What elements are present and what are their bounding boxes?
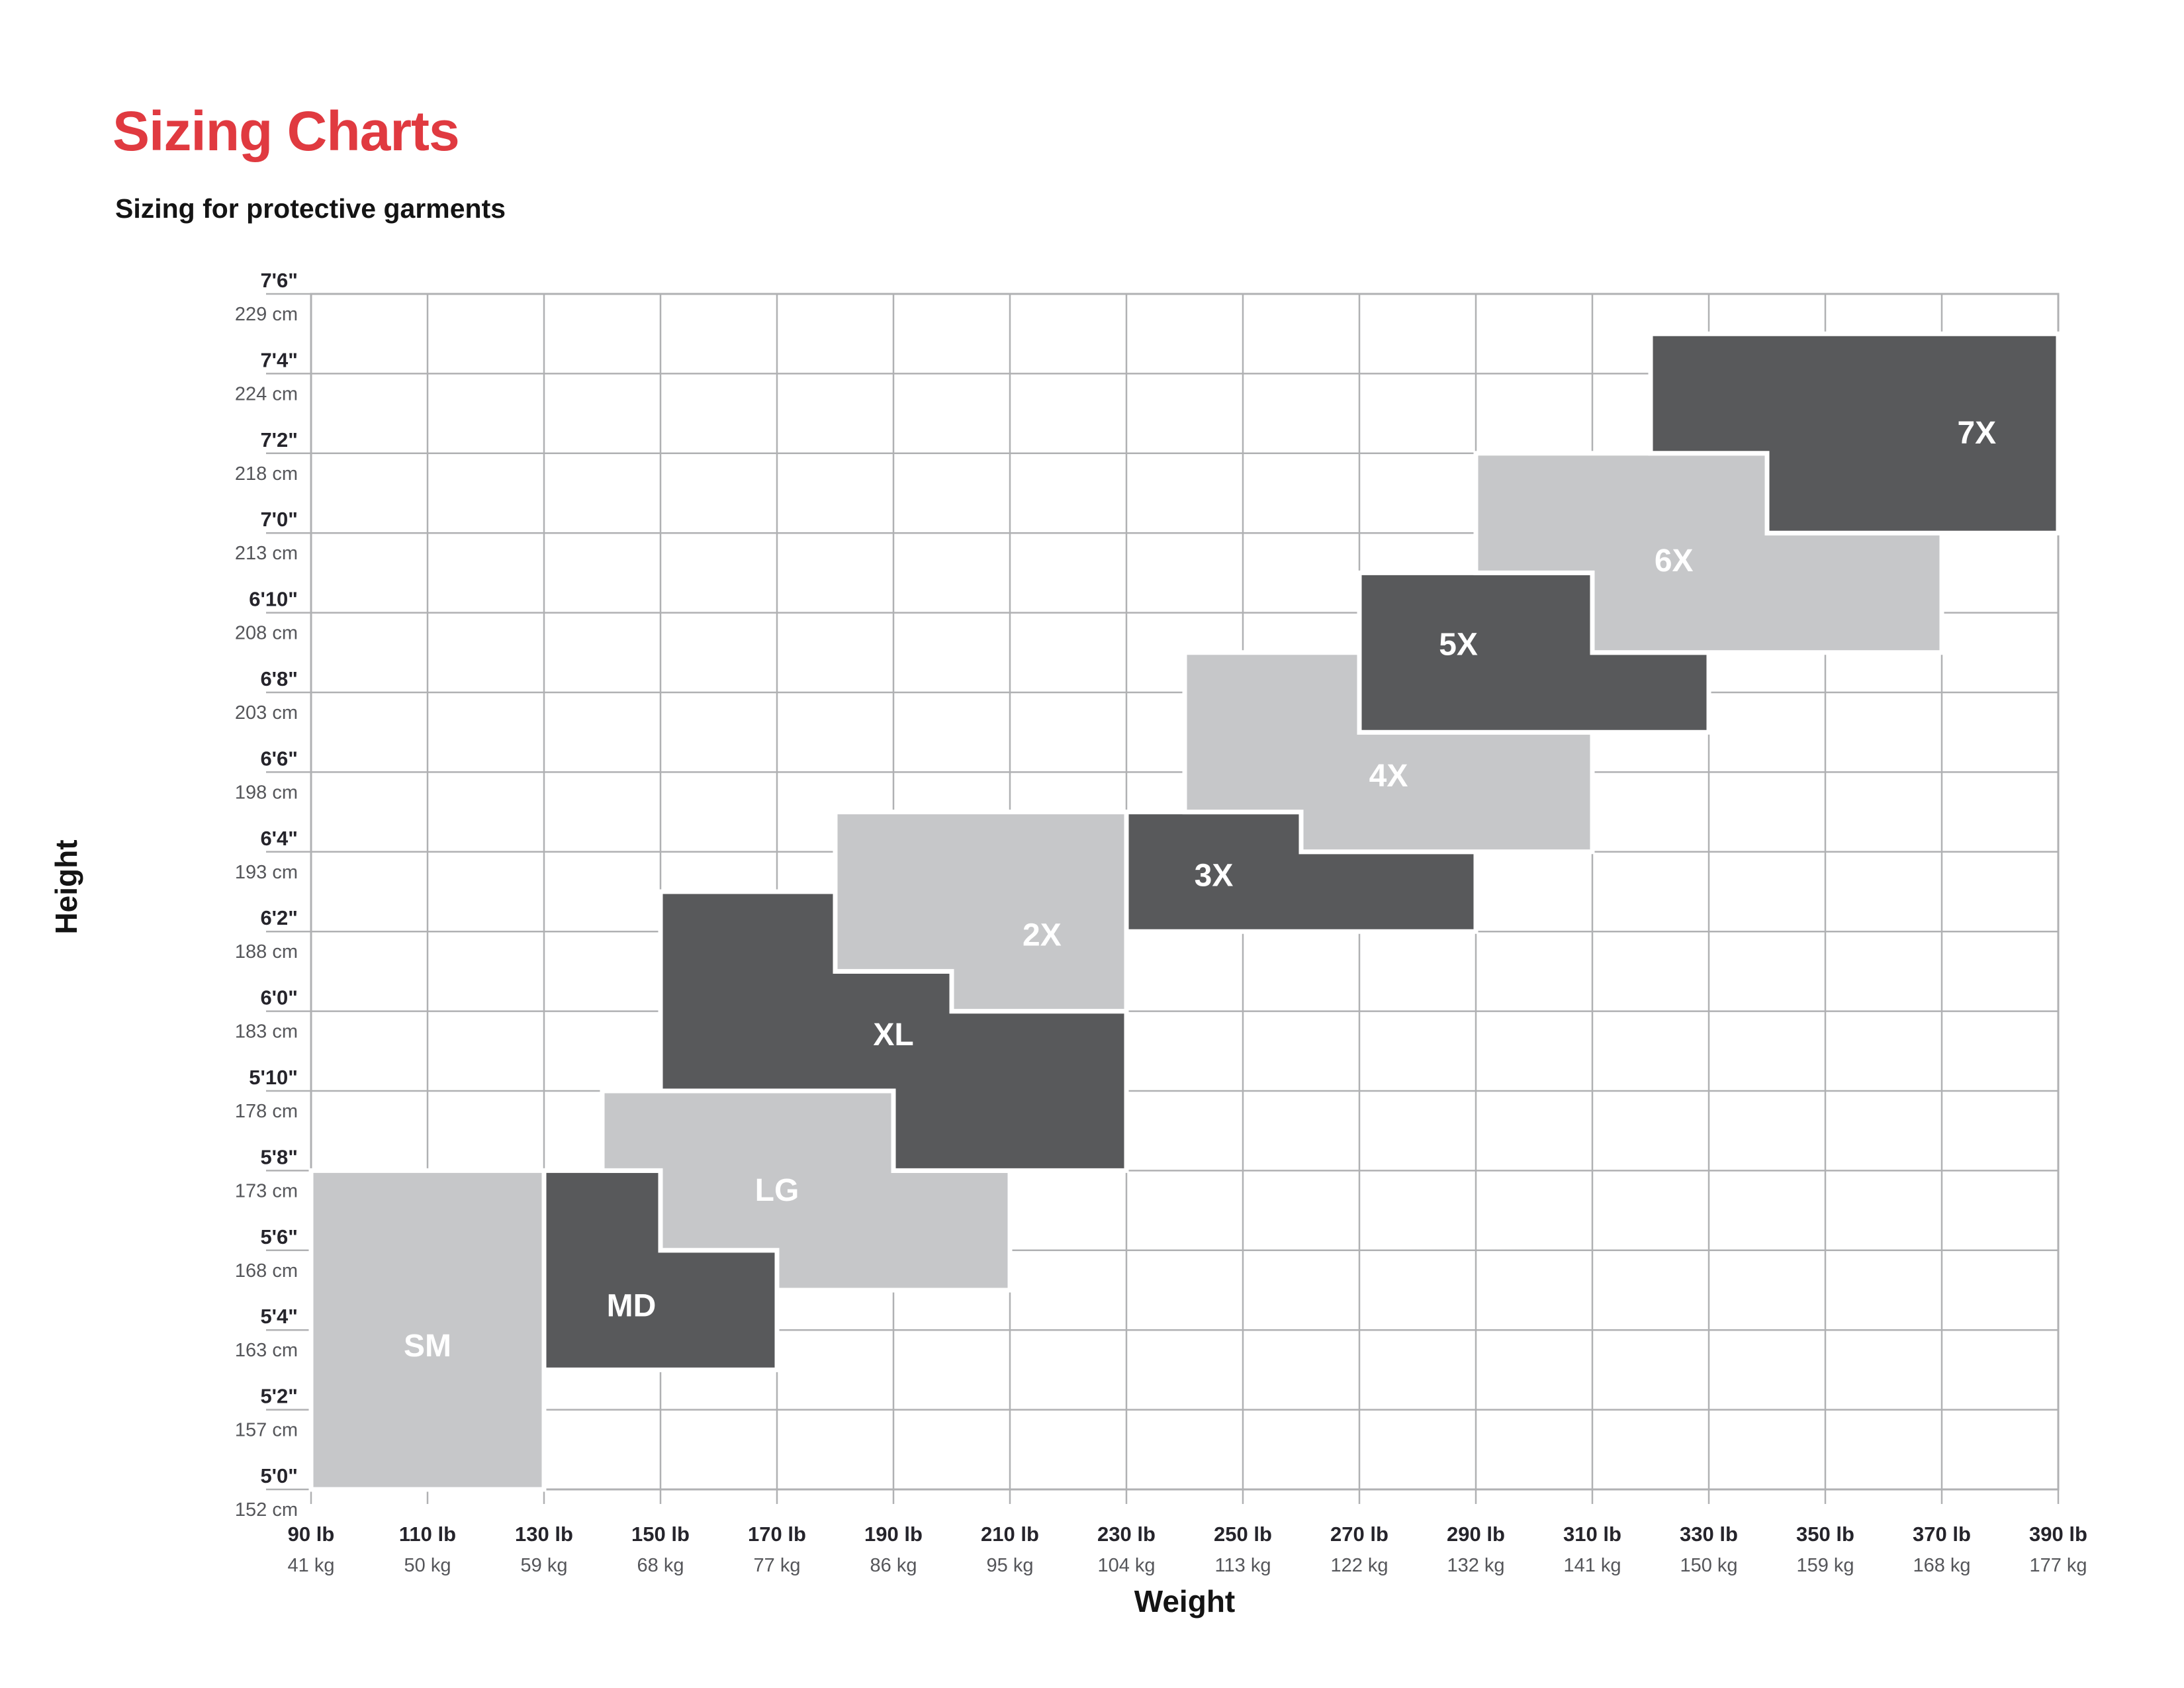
x-tick-label-kg-370: 168 kg — [1913, 1555, 1970, 1576]
size-region-label-6x: 6X — [1655, 543, 1694, 579]
x-tick-label-lb-270: 270 lb — [1330, 1523, 1388, 1546]
y-tick-label-ftin-62: 5'2" — [260, 1385, 298, 1408]
x-tick-label-kg-390: 177 kg — [2029, 1555, 2087, 1576]
y-tick-label-cm-60: 152 cm — [235, 1499, 298, 1521]
y-tick-label-cm-90: 229 cm — [235, 304, 298, 325]
y-tick-label-ftin-74: 6'2" — [260, 906, 298, 929]
y-tick-label-ftin-76: 6'4" — [260, 827, 298, 850]
y-tick-label-cm-82: 208 cm — [235, 623, 298, 644]
size-region-label-7x: 7X — [1957, 416, 1996, 451]
y-tick-label-cm-64: 163 cm — [235, 1340, 298, 1361]
x-tick-label-kg-310: 141 kg — [1563, 1555, 1621, 1576]
y-tick-label-cm-84: 213 cm — [235, 543, 298, 564]
x-tick-label-lb-170: 170 lb — [748, 1523, 806, 1546]
size-region-label-md: MD — [607, 1289, 657, 1324]
x-tick-label-kg-250: 113 kg — [1215, 1555, 1271, 1576]
x-tick-label-kg-130: 59 kg — [521, 1555, 568, 1576]
y-tick-label-ftin-84: 7'0" — [260, 508, 298, 531]
y-tick-label-cm-78: 198 cm — [235, 782, 298, 803]
y-tick-label-ftin-80: 6'8" — [260, 667, 298, 690]
size-region-label-lg: LG — [755, 1173, 799, 1208]
y-tick-label-cm-74: 188 cm — [235, 941, 298, 962]
size-region-7x — [1648, 331, 2061, 536]
x-tick-label-lb-210: 210 lb — [981, 1523, 1039, 1546]
size-region-label-3x: 3X — [1195, 858, 1234, 893]
x-tick-label-lb-190: 190 lb — [864, 1523, 923, 1546]
size-region-label-5x: 5X — [1439, 627, 1478, 662]
x-tick-label-lb-230: 230 lb — [1097, 1523, 1156, 1546]
size-region-label-xl: XL — [873, 1017, 913, 1053]
y-tick-label-ftin-70: 5'10" — [249, 1066, 298, 1089]
x-tick-label-lb-250: 250 lb — [1214, 1523, 1272, 1546]
y-tick-label-ftin-90: 7'6" — [260, 269, 298, 292]
y-tick-label-ftin-72: 6'0" — [260, 986, 298, 1009]
y-tick-label-ftin-82: 6'10" — [249, 588, 298, 611]
x-tick-label-kg-290: 132 kg — [1447, 1555, 1504, 1576]
x-tick-label-kg-270: 122 kg — [1330, 1555, 1388, 1576]
y-tick-label-cm-88: 224 cm — [235, 383, 298, 404]
y-tick-label-ftin-60: 5'0" — [260, 1464, 298, 1487]
y-tick-label-cm-80: 203 cm — [235, 702, 298, 724]
x-tick-label-kg-90: 41 kg — [288, 1555, 335, 1576]
x-tick-label-lb-350: 350 lb — [1796, 1523, 1854, 1546]
x-tick-label-lb-90: 90 lb — [288, 1523, 335, 1546]
x-tick-label-kg-190: 86 kg — [870, 1555, 917, 1576]
y-axis-title: Height — [49, 839, 83, 935]
y-tick-label-cm-66: 168 cm — [235, 1260, 298, 1282]
x-tick-label-kg-230: 104 kg — [1097, 1555, 1155, 1576]
size-region-label-4x: 4X — [1369, 759, 1408, 794]
x-axis-title: Weight — [1134, 1584, 1236, 1618]
x-tick-label-lb-310: 310 lb — [1563, 1523, 1621, 1546]
size-region-label-sm: SM — [404, 1329, 451, 1364]
x-tick-label-kg-210: 95 kg — [987, 1555, 1034, 1576]
x-tick-label-lb-330: 330 lb — [1680, 1523, 1738, 1546]
y-tick-label-cm-76: 193 cm — [235, 862, 298, 883]
x-tick-label-lb-390: 390 lb — [2029, 1523, 2087, 1546]
x-tick-label-kg-350: 159 kg — [1796, 1555, 1854, 1576]
x-tick-label-lb-150: 150 lb — [631, 1523, 690, 1546]
x-tick-label-kg-330: 150 kg — [1680, 1555, 1737, 1576]
y-tick-label-ftin-86: 7'2" — [260, 428, 298, 451]
page-subtitle: Sizing for protective garments — [115, 193, 506, 224]
y-tick-label-ftin-78: 6'6" — [260, 747, 298, 770]
y-tick-label-cm-70: 178 cm — [235, 1101, 298, 1122]
size-region-sm — [308, 1168, 547, 1492]
y-tick-label-ftin-66: 5'6" — [260, 1225, 298, 1248]
x-tick-label-kg-170: 77 kg — [754, 1555, 801, 1576]
page-title: Sizing Charts — [113, 100, 460, 162]
y-tick-label-cm-62: 157 cm — [235, 1420, 298, 1441]
y-tick-label-ftin-64: 5'4" — [260, 1305, 298, 1328]
size-region-label-2x: 2X — [1023, 918, 1062, 953]
x-tick-label-lb-290: 290 lb — [1447, 1523, 1505, 1546]
y-tick-label-ftin-68: 5'8" — [260, 1145, 298, 1168]
x-tick-label-lb-110: 110 lb — [399, 1523, 456, 1546]
plot-border — [310, 293, 2060, 1491]
y-tick-label-cm-86: 218 cm — [235, 463, 298, 485]
y-tick-label-ftin-88: 7'4" — [260, 348, 298, 371]
x-tick-label-lb-370: 370 lb — [1913, 1523, 1971, 1546]
x-tick-label-kg-150: 68 kg — [637, 1555, 684, 1576]
y-tick-label-cm-68: 173 cm — [235, 1180, 298, 1201]
x-tick-label-lb-130: 130 lb — [515, 1523, 573, 1546]
y-tick-label-cm-72: 183 cm — [235, 1021, 298, 1043]
x-tick-label-kg-110: 50 kg — [404, 1555, 451, 1576]
